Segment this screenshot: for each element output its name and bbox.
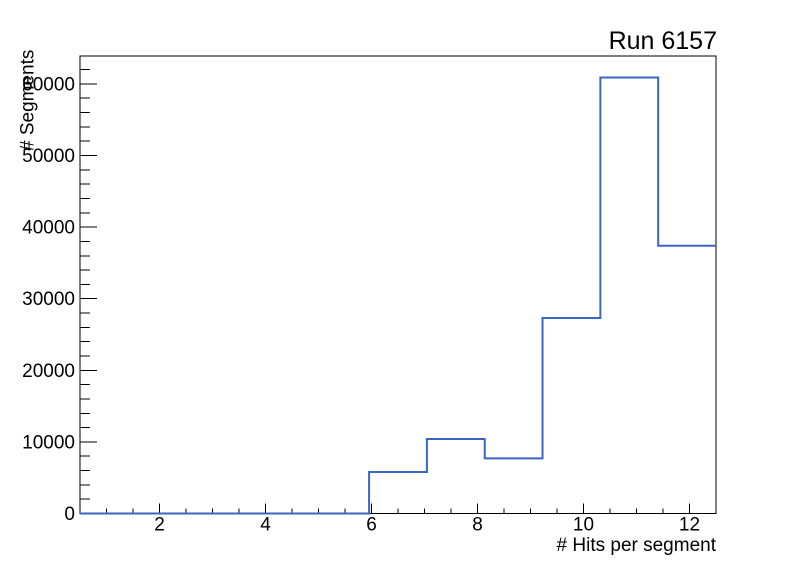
plot-frame-group: 2 4 6 8 10 12 0 10000 20000 30000 40000 50000 60000: [22, 55, 717, 536]
y-tick-label: 20000: [22, 361, 75, 382]
x-tick-label: 10: [573, 515, 594, 536]
y-tick-label: 50000: [22, 146, 75, 167]
y-tick-label: 40000: [22, 218, 75, 239]
y-tick-label: 0: [64, 504, 75, 525]
x-axis-title: # Hits per segment: [557, 535, 717, 556]
y-axis-title: # Segments: [18, 50, 39, 151]
plot-frame: [79, 55, 717, 514]
x-tick-label: 2: [154, 515, 165, 536]
y-tick-label: 60000: [22, 74, 75, 95]
x-tick-label: 4: [260, 515, 271, 536]
chart-title: Run 6157: [609, 27, 717, 55]
y-tick-label: 30000: [22, 289, 75, 310]
x-tick-label: 6: [366, 515, 377, 536]
x-tick-label: 12: [679, 515, 700, 536]
histogram-line: [80, 76, 716, 515]
y-tick-label: 10000: [22, 432, 75, 453]
x-tick-label: 8: [472, 515, 483, 536]
histogram-group: [80, 76, 716, 515]
